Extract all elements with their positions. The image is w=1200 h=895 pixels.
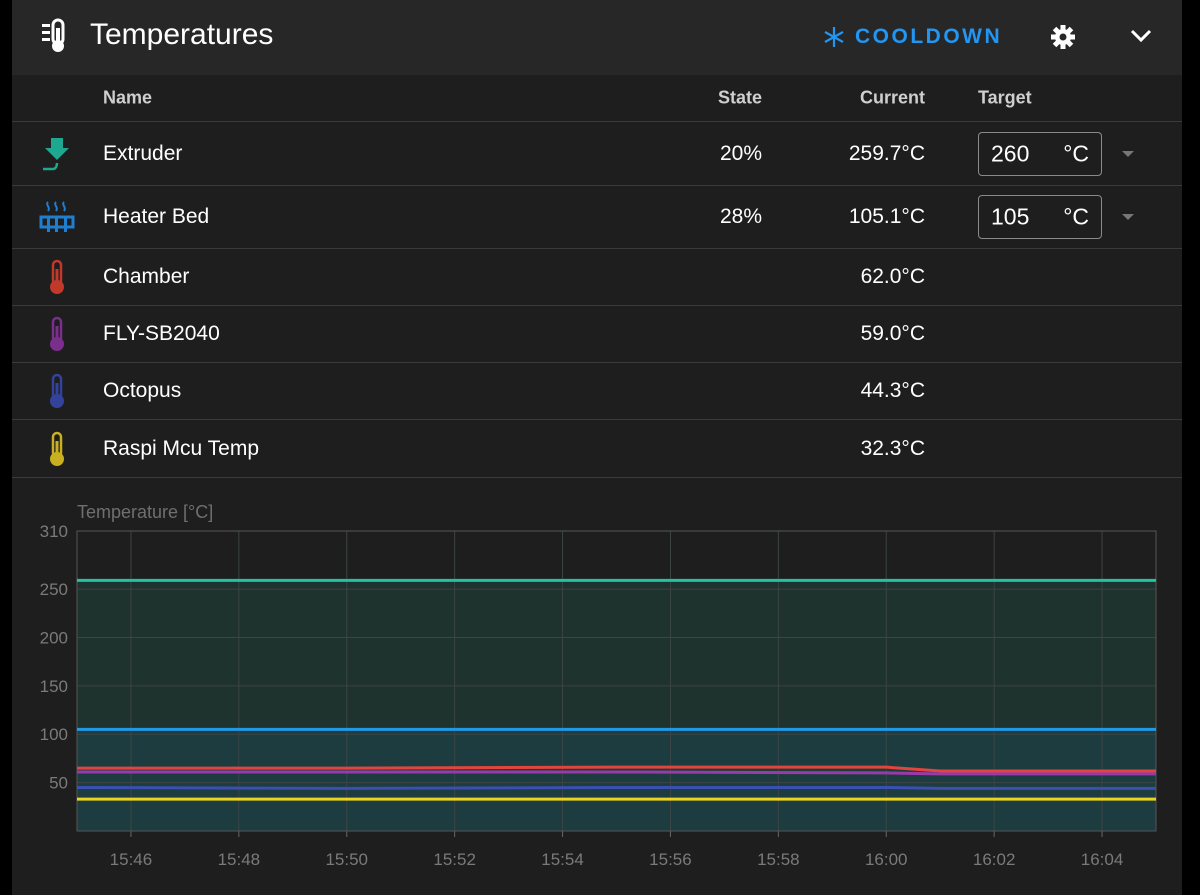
sensor-current: 105.1°C: [848, 205, 925, 228]
x-tick-label: 15:48: [218, 850, 261, 869]
y-tick-label: 100: [40, 725, 68, 744]
sensor-current: 44.3°C: [860, 379, 925, 402]
x-tick-label: 15:58: [757, 850, 800, 869]
x-tick-label: 15:46: [110, 850, 153, 869]
temperature-chart: Temperature [°C] 50 100 150 200 250 310 15:46 15…: [40, 502, 1157, 869]
sensor-state: 28%: [719, 205, 762, 228]
snowflake-icon: [824, 27, 844, 47]
y-tick-label: 200: [40, 628, 68, 647]
sensor-name: Extruder: [103, 141, 183, 165]
y-tick-label: 50: [49, 774, 68, 793]
column-header: Target: [978, 87, 1032, 108]
table-header: Name State Current Target: [12, 75, 1182, 122]
sensor-icon: [50, 373, 64, 408]
cooldown-button[interactable]: COOLDOWN: [855, 25, 1003, 48]
x-tick-label: 15:50: [325, 850, 368, 869]
x-tick-label: 15:56: [649, 850, 692, 869]
sensor-current: 32.3°C: [860, 436, 925, 460]
sensor-row: Chamber 62.0°C: [12, 249, 1182, 306]
target-unit: °C: [1063, 203, 1089, 230]
x-tick-label: 16:02: [973, 850, 1016, 869]
sensor-current: 62.0°C: [860, 265, 925, 288]
column-header: Name: [103, 87, 153, 108]
series-line: [77, 765, 1156, 773]
sensor-icon: [50, 259, 64, 294]
target-input[interactable]: 105 °C: [978, 195, 1102, 239]
sensor-icon: [50, 316, 64, 351]
sensor-icon: [43, 137, 69, 170]
y-tick-label: 150: [40, 677, 68, 696]
plot-frame: [76, 530, 1157, 832]
settings-button[interactable]: [1050, 24, 1076, 50]
sensor-row: Heater Bed 28% 105.1°C 105 °C: [12, 186, 1182, 249]
target-dropdown[interactable]: [1120, 212, 1136, 222]
target-unit: °C: [1063, 140, 1089, 166]
y-tick-label: 250: [40, 580, 68, 599]
series-line: [76, 785, 1156, 790]
x-tick-label: 16:04: [1081, 850, 1124, 869]
y-tick-label: 310: [40, 522, 68, 541]
header-icon: [42, 18, 65, 52]
sensor-row: Raspi Mcu Temp 32.3°C: [12, 420, 1182, 478]
y-axis-label: Temperature [°C]: [77, 502, 213, 522]
x-tick-label: 15:52: [433, 850, 476, 869]
collapse-button[interactable]: [1129, 26, 1153, 46]
column-header: State: [717, 87, 762, 108]
sensor-state: 20%: [719, 141, 762, 165]
sensor-icon: [39, 201, 75, 232]
sensor-icon: [50, 431, 64, 466]
panel-title: Temperatures: [90, 18, 274, 51]
target-value: 260: [991, 140, 1030, 166]
sensor-row: Octopus 44.3°C: [12, 363, 1182, 420]
panel-header: Temperatures COOLDOWN: [12, 0, 1182, 75]
sensor-current: 259.7°C: [848, 141, 925, 165]
target-input[interactable]: 260 °C: [978, 131, 1102, 176]
x-tick-label: 16:00: [865, 850, 908, 869]
sensor-row: Extruder 20% 259.7°C 260 °C: [12, 122, 1182, 186]
target-value: 105: [991, 203, 1030, 230]
sensor-row: FLY-SB2040 59.0°C: [12, 306, 1182, 363]
series-line: [77, 770, 1156, 776]
target-dropdown[interactable]: [1120, 149, 1136, 159]
temperature-panel: Temperatures COOLDOWN Name State Current Ta…: [12, 0, 1182, 895]
sensor-current: 59.0°C: [860, 322, 925, 345]
sensor-name: Chamber: [103, 265, 190, 288]
column-header: Current: [859, 87, 925, 108]
sensor-name: Raspi Mcu Temp: [103, 436, 260, 460]
x-tick-label: 15:54: [541, 850, 584, 869]
sensor-name: Heater Bed: [103, 205, 210, 228]
sensor-name: Octopus: [103, 379, 182, 402]
sensor-name: FLY-SB2040: [103, 322, 220, 345]
